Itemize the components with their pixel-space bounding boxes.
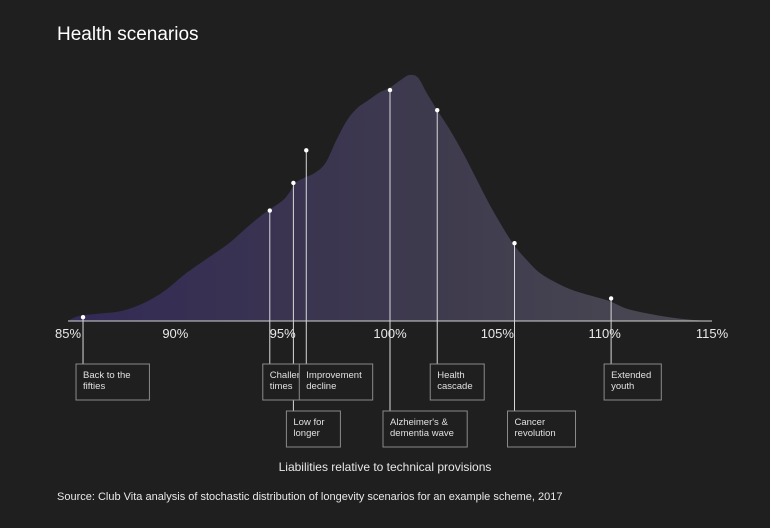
scenario-label-box (429, 363, 485, 401)
scenario-label: Low for longer (293, 417, 324, 439)
scenario-point (267, 208, 272, 213)
scenario-label-box (285, 410, 341, 448)
x-tick-label: 110% (589, 326, 622, 341)
scenario-point (304, 148, 309, 153)
x-tick-label: 115% (696, 326, 729, 341)
scenario-label: Health cascade (437, 370, 472, 392)
scenario-point (512, 240, 517, 246)
x-tick-label: 90% (162, 326, 188, 341)
scenario-label-box (298, 363, 374, 401)
scenario-point (80, 315, 86, 320)
scenario-point (435, 107, 440, 113)
scenario-point (608, 296, 614, 301)
source-note: Source: Club Vita analysis of stochastic… (57, 491, 563, 503)
scenario-label: Alzheimer's & dementia wave (390, 417, 454, 439)
scenario-label: Challenging times (270, 370, 320, 392)
scenario-point (387, 87, 393, 93)
scenario-label-box (382, 410, 468, 448)
scenario-label-box (507, 410, 577, 448)
x-tick-label: 100% (373, 326, 407, 341)
scenario-label: Extended youth (611, 370, 651, 392)
x-tick-label: 105% (481, 326, 515, 341)
scenario-label-box (75, 363, 150, 401)
scenario-label: Cancer revolution (515, 417, 556, 439)
scenario-label: Improvement decline (306, 370, 362, 392)
chart-title: Health scenarios (57, 24, 199, 45)
x-axis-title: Liabilities relative to technical provis… (278, 460, 492, 474)
x-tick-label: 85% (55, 326, 81, 341)
scenario-label-box (603, 363, 662, 401)
scenario-label: Back to the fifties (83, 370, 131, 392)
scenario-point (291, 180, 296, 186)
x-tick-label: 95% (270, 326, 296, 341)
